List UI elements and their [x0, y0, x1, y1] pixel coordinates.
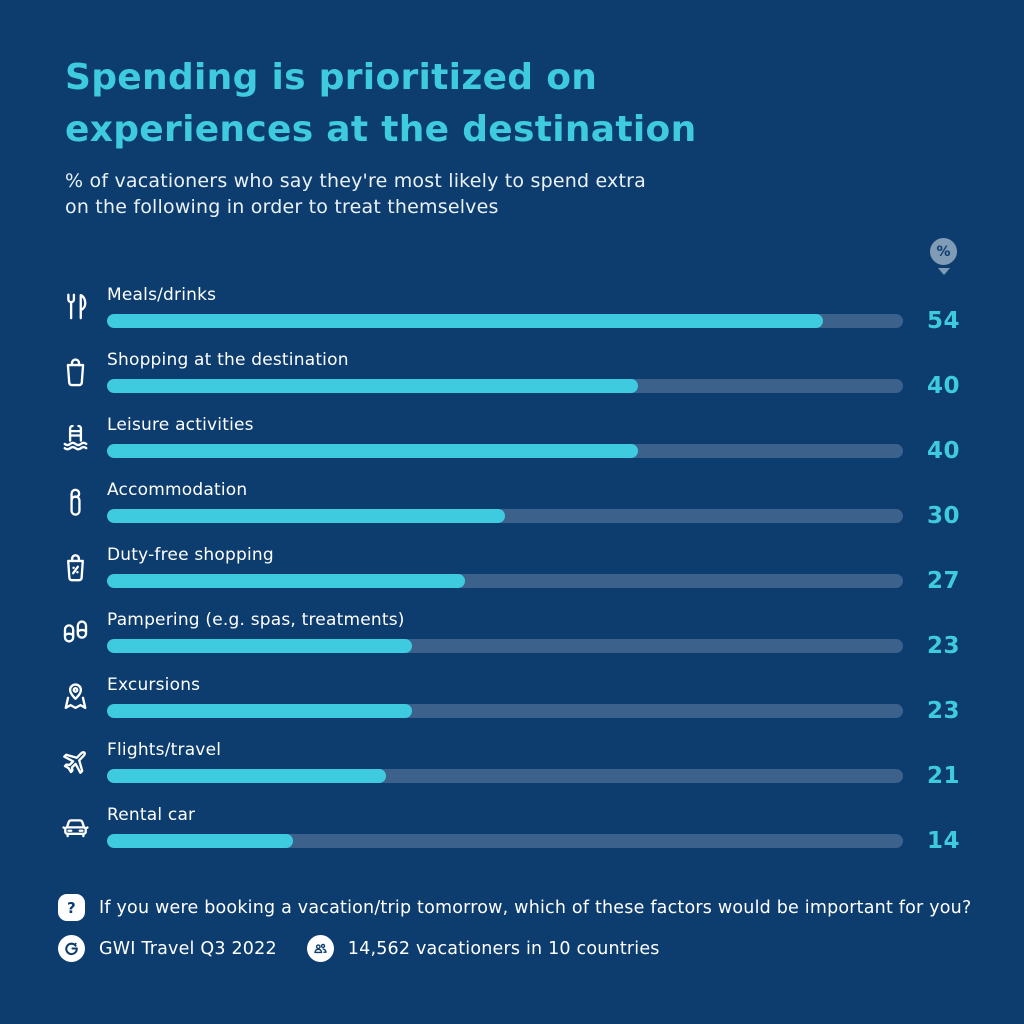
chart-row: Rental car 14: [58, 804, 984, 854]
bar-fill: [107, 314, 824, 329]
bar-value: 14: [926, 828, 960, 855]
footer: ? If you were booking a vacation/trip to…: [58, 894, 984, 963]
bar-track: [107, 314, 903, 329]
chart-row: Excursions 23: [58, 674, 984, 724]
chart-row: Pampering (e.g. spas, treatments) 23: [58, 609, 984, 659]
chart-row: Meals/drinks 54: [58, 284, 984, 334]
bar-label: Duty-free shopping: [107, 545, 274, 566]
bar-fill: [107, 704, 413, 719]
bar-label: Shopping at the destination: [107, 350, 349, 371]
bar-value: 30: [926, 503, 960, 530]
bar-value: 40: [926, 438, 960, 465]
chart-rows: Meals/drinks 54 Shopping at the destinat…: [58, 284, 984, 854]
bar-value: 23: [926, 698, 960, 725]
bar-fill: [107, 639, 413, 654]
cutlery-icon: [58, 284, 107, 328]
chart-row: Leisure activities 40: [58, 414, 984, 464]
chart-row: Shopping at the destination 40: [58, 349, 984, 399]
subtitle-line-1: % of vacationers who say they're most li…: [65, 169, 646, 192]
slippers-icon: [58, 609, 107, 653]
chart-row: Flights/travel 21: [58, 739, 984, 789]
duty-free-bag-icon: [58, 544, 107, 588]
bar-label: Leisure activities: [107, 415, 254, 436]
bar-label: Meals/drinks: [107, 285, 217, 306]
bar-fill: [107, 769, 386, 784]
percent-pin-badge: %: [903, 238, 984, 276]
bar-fill: [107, 444, 638, 459]
bar-track: [107, 379, 903, 394]
gwi-logo-icon: [58, 935, 85, 963]
door-hanger-icon: [58, 479, 107, 523]
bar-label: Flights/travel: [107, 740, 222, 761]
map-pin-icon: [58, 674, 107, 718]
bar-label: Pampering (e.g. spas, treatments): [107, 610, 405, 631]
source-row: GWI Travel Q3 2022 14,562 vacationers in…: [58, 935, 984, 963]
chart-row: Duty-free shopping 27: [58, 544, 984, 594]
bar-track: [107, 444, 903, 459]
pin-arrow-icon: [937, 268, 950, 276]
bar-label: Excursions: [107, 675, 201, 696]
title-line-2: experiences at the destination: [65, 108, 697, 150]
percent-icon: %: [930, 238, 957, 266]
bar-value: 54: [926, 308, 960, 335]
car-icon: [58, 804, 107, 848]
bar-track: [107, 769, 903, 784]
airplane-icon: [58, 739, 107, 783]
bar-fill: [107, 379, 638, 394]
bar-value: 27: [926, 568, 960, 595]
page-subtitle: % of vacationers who say they're most li…: [65, 168, 984, 220]
pool-ladder-icon: [58, 414, 107, 458]
shopping-bag-icon: [58, 349, 107, 393]
bar-value: 23: [926, 633, 960, 660]
source-text: GWI Travel Q3 2022: [99, 938, 277, 959]
subtitle-line-2: on the following in order to treat thems…: [65, 195, 499, 218]
chart-row: Accommodation 30: [58, 479, 984, 529]
sample-text: 14,562 vacationers in 10 countries: [347, 938, 660, 959]
bar-track: [107, 639, 903, 654]
bar-track: [107, 834, 903, 849]
bar-fill: [107, 509, 505, 524]
question-row: ? If you were booking a vacation/trip to…: [58, 894, 984, 922]
bar-value: 21: [926, 763, 960, 790]
question-text: If you were booking a vacation/trip tomo…: [99, 897, 972, 918]
question-icon: ?: [58, 894, 85, 922]
bar-track: [107, 704, 903, 719]
people-icon: [306, 935, 334, 963]
bar-track: [107, 509, 903, 524]
page-title: Spending is prioritized on experiences a…: [65, 52, 984, 156]
bar-fill: [107, 574, 466, 589]
bar-track: [107, 574, 903, 589]
bar-label: Rental car: [107, 805, 196, 826]
bar-value: 40: [926, 373, 960, 400]
bar-label: Accommodation: [107, 480, 248, 501]
bar-chart: % Meals/drinks 54 Shopping at the destin…: [58, 238, 984, 854]
bar-fill: [107, 834, 293, 849]
title-line-1: Spending is prioritized on: [65, 57, 598, 98]
